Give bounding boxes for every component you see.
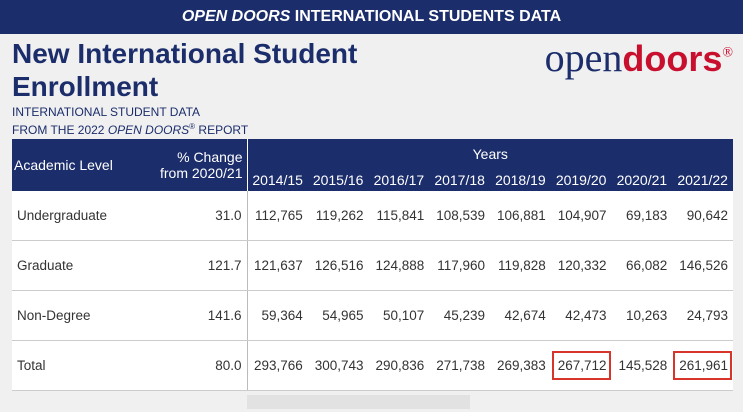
cell: 269,383 <box>490 340 551 391</box>
cell: 120,332 <box>550 240 612 291</box>
cell: 108,539 <box>429 191 490 241</box>
row-label: Total <box>12 340 150 391</box>
row-label: Undergraduate <box>12 191 150 241</box>
logo-open: open <box>544 35 623 80</box>
subtitle-mark: ® <box>189 122 196 131</box>
header-year: 2019/20 <box>550 168 612 191</box>
cell: 80.0 <box>150 340 248 391</box>
cell: 54,965 <box>307 290 369 341</box>
header-year: 2016/17 <box>368 168 430 191</box>
cell: 271,738 <box>429 340 490 391</box>
subtitle: FROM THE 2022 OPEN DOORS® REPORT <box>12 122 248 137</box>
cell: 126,516 <box>307 240 369 291</box>
header-year: 2015/16 <box>307 168 369 191</box>
cell: 124,888 <box>368 240 430 291</box>
cell: 141.6 <box>150 290 248 341</box>
cell: 119,828 <box>490 240 551 291</box>
row-label: Non-Degree <box>12 290 150 341</box>
cell: 121.7 <box>150 240 248 291</box>
header-year: 2018/19 <box>490 168 551 191</box>
table-row: Total 80.0 293,766 300,743 290,836 271,738 269… <box>12 340 734 391</box>
cell: 112,765 <box>247 191 308 241</box>
logo-mark: ® <box>722 45 733 61</box>
cell: 293,766 <box>247 340 308 391</box>
header-year: 2020/21 <box>611 168 673 191</box>
header-change-line: % Change <box>177 149 243 165</box>
cell: 146,526 <box>672 240 734 291</box>
subtitle-italic: OPEN DOORS <box>107 123 190 137</box>
header-year: 2021/22 <box>672 168 734 191</box>
header-years: Years <box>247 139 734 168</box>
subtitle: INTERNATIONAL STUDENT DATA <box>12 105 201 119</box>
cell: 290,836 <box>368 340 430 391</box>
cell: 69,183 <box>611 191 673 241</box>
cell: 45,239 <box>429 290 490 341</box>
table-row: Non-Degree 141.6 59,364 54,965 50,107 45,239 4… <box>12 290 734 341</box>
header-year: 2017/18 <box>429 168 490 191</box>
cell: 119,262 <box>307 191 369 241</box>
cell: 267,712 <box>550 340 612 391</box>
cell: 10,263 <box>611 290 673 341</box>
banner-italic: OPEN DOORS <box>181 8 291 25</box>
logo-doors: doors <box>622 38 723 79</box>
banner: OPEN DOORS INTERNATIONAL STUDENTS DATA <box>0 0 743 34</box>
cell: 50,107 <box>368 290 430 341</box>
cell: 24,793 <box>672 290 734 341</box>
cell: 261,961 <box>672 340 734 391</box>
cell: 104,907 <box>550 191 612 241</box>
cell: 300,743 <box>307 340 369 391</box>
cell: 145,528 <box>611 340 673 391</box>
logo: opendoors® <box>545 34 733 81</box>
subtitle-text: REPORT <box>195 123 249 137</box>
table-row: Graduate 121.7 121,637 126,516 124,888 117,96… <box>12 240 734 291</box>
scrollbar[interactable] <box>247 395 470 409</box>
table-row: Undergraduate 31.0 112,765 119,262 115,841 10… <box>12 191 734 241</box>
cell: 31.0 <box>150 191 248 241</box>
subtitle-text: FROM THE 2022 <box>12 123 108 137</box>
cell: 90,642 <box>672 191 734 241</box>
cell: 115,841 <box>368 191 430 241</box>
header-change-line: from 2020/21 <box>160 165 243 181</box>
data-table: Academic Level % Change from 2020/21 Year… <box>12 139 734 391</box>
header-level: Academic Level <box>12 139 150 191</box>
header-change: % Change from 2020/21 <box>150 139 248 191</box>
cell: 66,082 <box>611 240 673 291</box>
row-label: Graduate <box>12 240 150 291</box>
title: New International Student Enrollment <box>12 38 358 102</box>
cell: 117,960 <box>429 240 490 291</box>
banner-text: INTERNATIONAL STUDENTS DATA <box>290 8 562 25</box>
cell: 42,674 <box>490 290 551 341</box>
cell: 42,473 <box>550 290 612 341</box>
cell: 59,364 <box>247 290 308 341</box>
header-year: 2014/15 <box>247 168 308 191</box>
cell: 106,881 <box>490 191 551 241</box>
cell: 121,637 <box>247 240 308 291</box>
